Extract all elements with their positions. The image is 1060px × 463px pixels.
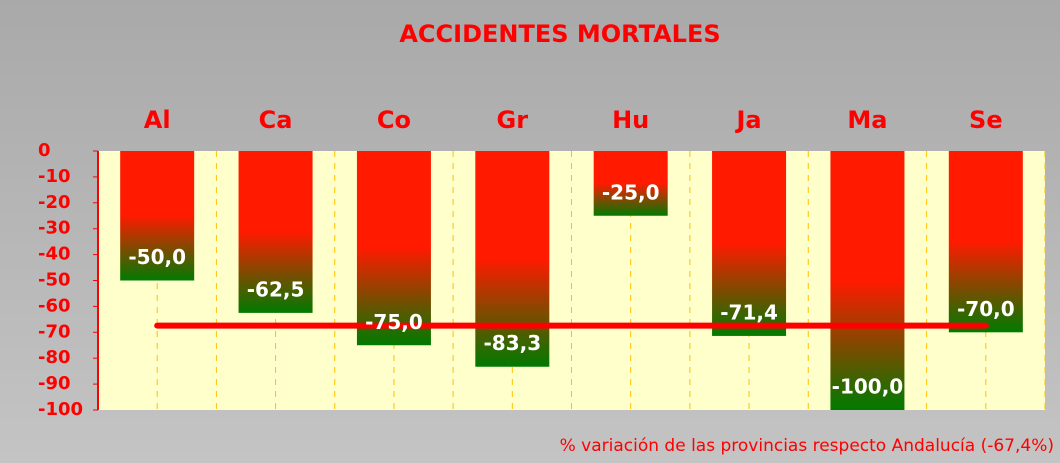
value-label: -50,0	[128, 245, 186, 269]
bar	[593, 151, 668, 216]
value-label: -62,5	[247, 277, 305, 301]
x-tick-label: Co	[377, 106, 411, 134]
x-tick-label: Ma	[847, 106, 887, 134]
chart-title: ACCIDENTES MORTALES	[399, 20, 720, 48]
x-tick-label: Gr	[497, 106, 529, 134]
x-tick-label: Hu	[612, 106, 649, 134]
y-tick-label: 0	[38, 140, 51, 161]
y-tick-label: -60	[38, 295, 71, 316]
y-tick-label: -10	[38, 166, 71, 187]
y-tick-label: -100	[38, 399, 83, 420]
value-label: -25,0	[602, 180, 660, 204]
x-tick-label: Se	[969, 106, 1003, 134]
y-tick-label: -30	[38, 218, 71, 239]
y-tick-label: -70	[38, 321, 71, 342]
x-tick-label: Ja	[735, 106, 762, 134]
y-tick-label: -50	[38, 270, 71, 291]
value-label: -71,4	[720, 300, 778, 324]
value-label: -83,3	[483, 331, 541, 355]
value-label: -75,0	[365, 310, 423, 334]
bar	[712, 151, 787, 336]
y-tick-label: -90	[38, 373, 71, 394]
bar	[356, 151, 431, 346]
x-tick-label: Ca	[259, 106, 293, 134]
value-label: -100,0	[832, 375, 904, 399]
x-tick-label: Al	[144, 106, 171, 134]
y-tick-label: -80	[38, 347, 71, 368]
bar	[475, 151, 550, 367]
bar	[948, 151, 1023, 333]
y-tick-label: -40	[38, 244, 71, 265]
bar	[120, 151, 195, 281]
bar	[238, 151, 313, 313]
value-label: -70,0	[957, 297, 1015, 321]
footnote: % variación de las provincias respecto A…	[560, 436, 1054, 456]
bar	[830, 151, 905, 410]
y-tick-label: -20	[38, 192, 71, 213]
